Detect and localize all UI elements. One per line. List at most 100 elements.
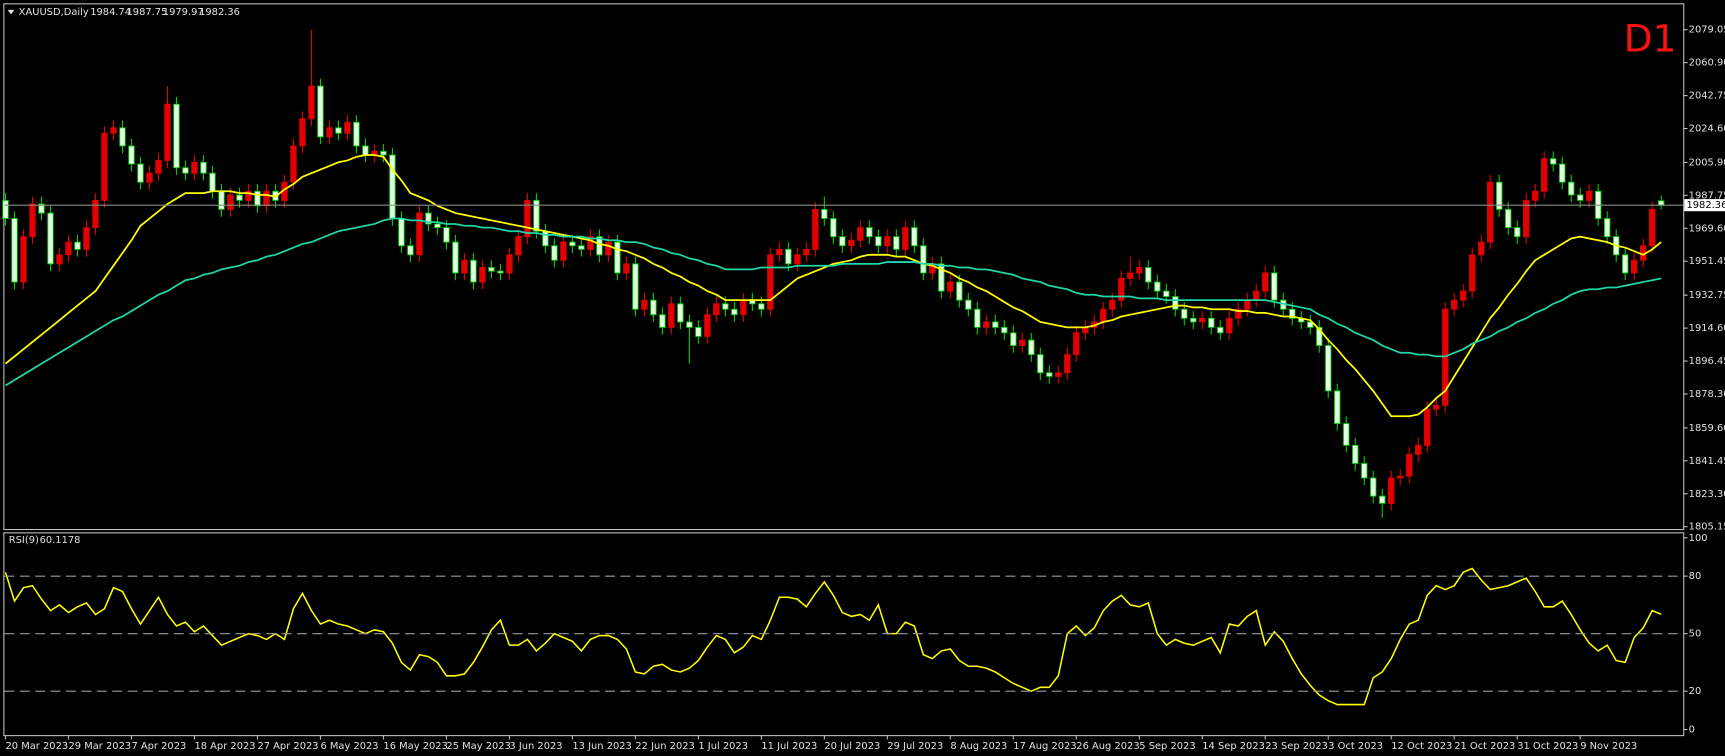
candle-body: [326, 127, 333, 138]
y-tick-label: 100: [1689, 533, 1708, 544]
candle-body: [1433, 404, 1440, 410]
y-tick-label: 1987.75: [1689, 190, 1725, 201]
candle-body: [560, 241, 567, 261]
candle-body: [956, 281, 963, 301]
ohlc-high: 1987.75: [127, 7, 168, 18]
candle-body: [677, 303, 684, 323]
candle-body: [884, 236, 891, 247]
candle-body: [1586, 190, 1593, 201]
candle-body: [1235, 308, 1242, 319]
candle-body: [308, 85, 315, 120]
candle-body: [1028, 339, 1035, 356]
candle-body: [1037, 354, 1044, 374]
rsi-line: [4, 567, 1662, 706]
price-panel-frame: [3, 3, 1685, 531]
y-tick-label: 1805.15: [1689, 522, 1725, 533]
candle-body: [632, 263, 639, 310]
candle-body: [1649, 209, 1656, 247]
candles: [2, 29, 1665, 518]
candle-body: [578, 245, 585, 250]
candle-body: [1199, 317, 1206, 323]
candle-body: [1172, 296, 1179, 310]
candle-body: [1118, 277, 1125, 301]
candle-body: [1541, 158, 1548, 192]
y-tick-label: 2042.75: [1689, 91, 1725, 102]
candle-body: [614, 241, 621, 274]
candle-body: [1334, 390, 1341, 424]
candle-body: [722, 303, 729, 310]
candle-body: [488, 267, 495, 272]
y-tick-label: 20: [1689, 686, 1702, 697]
candle-body: [443, 227, 450, 243]
candle-body: [794, 254, 801, 265]
candle-body: [1217, 326, 1224, 334]
candle-body: [1046, 372, 1053, 377]
candle-body: [623, 263, 630, 274]
candle-body: [1505, 209, 1512, 229]
x-tick-label: 9 Nov 2023: [1580, 741, 1637, 752]
menu-arrow[interactable]: [7, 9, 15, 15]
x-tick-label: 17 Aug 2023: [1013, 741, 1076, 752]
y-tick-label: 1969.60: [1689, 223, 1725, 234]
y-tick-label: 1951.45: [1689, 256, 1725, 267]
rsi-panel-frame: [3, 532, 1685, 737]
y-tick-label: 2079.05: [1689, 25, 1725, 36]
candle-body: [776, 248, 783, 256]
candle-body: [758, 303, 765, 310]
candle-body: [38, 203, 45, 214]
candle-body: [1487, 181, 1494, 243]
y-tick-label: 80: [1689, 571, 1702, 582]
candle-body: [1208, 317, 1215, 328]
candle-body: [1514, 227, 1521, 238]
candle-body: [1658, 200, 1665, 206]
candle-body: [1289, 308, 1296, 319]
x-tick-label: 20 Mar 2023: [6, 741, 69, 752]
candle-body: [227, 194, 234, 210]
candle-body: [299, 118, 306, 147]
candle-body: [1073, 332, 1080, 356]
candle-body: [146, 172, 153, 183]
candle-body: [839, 236, 846, 247]
candle-body: [875, 236, 882, 247]
candle-body: [128, 145, 135, 165]
candle-body: [245, 190, 252, 201]
candle-body: [911, 227, 918, 247]
y-tick-label: 50: [1689, 629, 1702, 640]
candle-body: [1262, 272, 1269, 292]
y-tick-label: 1896.45: [1689, 356, 1725, 367]
candle-body: [740, 299, 747, 316]
candle-body: [1145, 267, 1152, 283]
x-tick-label: 14 Sep 2023: [1202, 741, 1265, 752]
candle-body: [101, 132, 108, 201]
candle-body: [533, 199, 540, 232]
candle-body: [191, 161, 198, 174]
price-tag-label: 1982.36: [1686, 200, 1725, 211]
candle-body: [263, 190, 270, 207]
x-tick-label: 6 May 2023: [320, 741, 378, 752]
candle-body: [1604, 218, 1611, 238]
candle-body: [155, 160, 162, 174]
candle-body: [641, 299, 648, 310]
candle-body: [1136, 267, 1143, 274]
candle-body: [47, 212, 54, 265]
candle-body: [425, 212, 432, 225]
candle-body: [236, 194, 243, 201]
candle-body: [416, 212, 423, 256]
candle-body: [848, 239, 855, 247]
axes: 2079.05 2060.90 2042.75 2024.60 2005.90 1987.…: [4, 25, 1725, 752]
candle-body: [1559, 163, 1566, 183]
candle-body: [1415, 444, 1422, 455]
candle-body: [965, 299, 972, 310]
x-tick-label: 22 Jun 2023: [635, 741, 694, 752]
candle-body: [686, 321, 693, 328]
candle-body: [1406, 453, 1413, 477]
candle-body: [1469, 254, 1476, 292]
candle-body: [1253, 290, 1260, 301]
candle-body: [497, 270, 504, 274]
candle-body: [1568, 181, 1575, 196]
x-tick-label: 3 Jun 2023: [509, 741, 562, 752]
moving-averages: [4, 154, 1662, 706]
candle-body: [983, 321, 990, 328]
candle-body: [695, 326, 702, 337]
candle-body: [29, 203, 36, 238]
